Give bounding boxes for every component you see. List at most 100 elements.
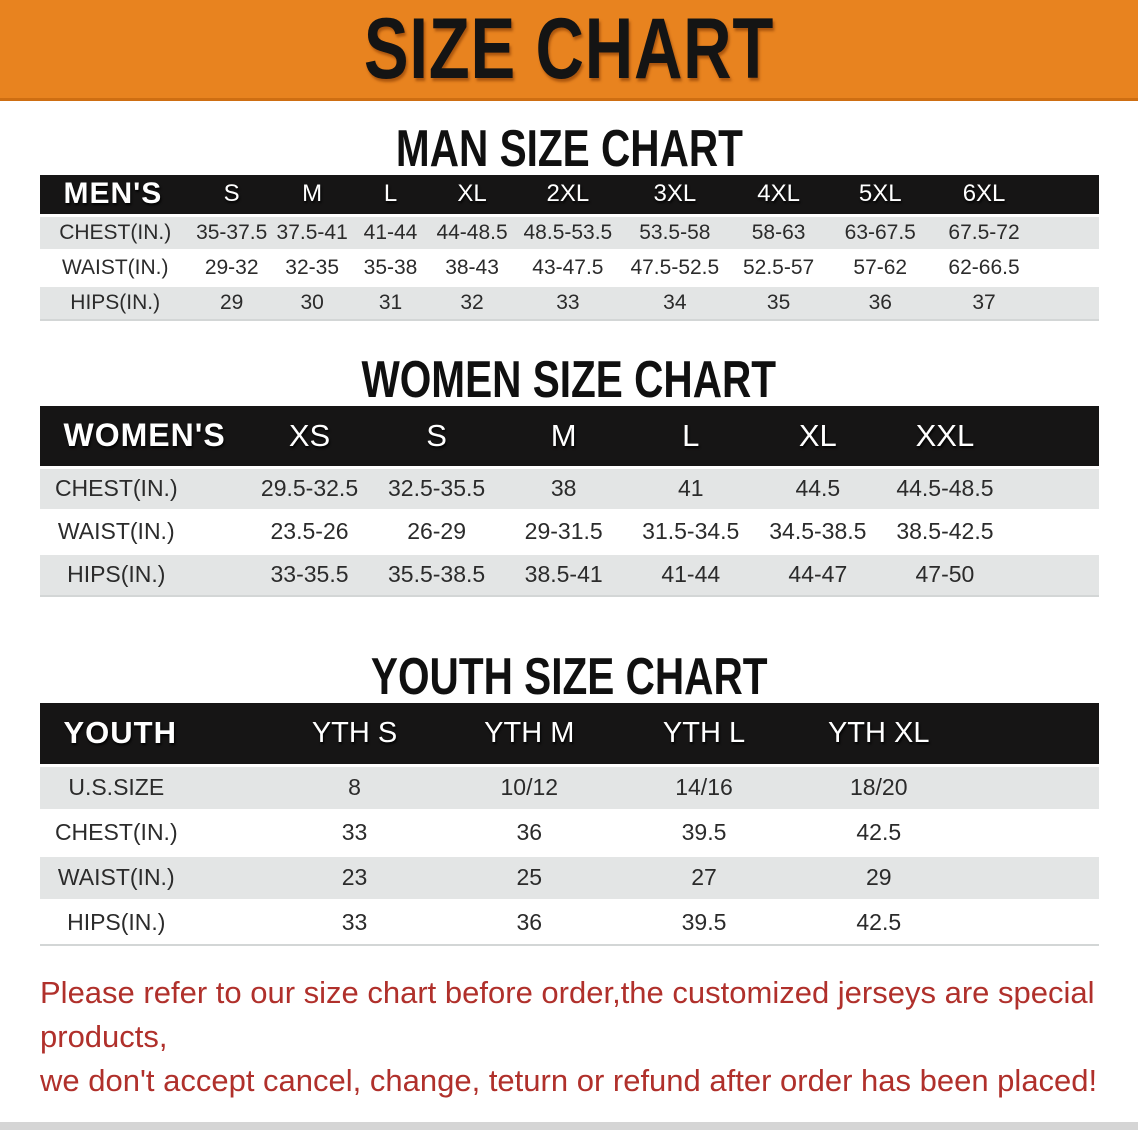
women-section-heading: WOMEN SIZE CHART	[0, 354, 1138, 406]
youth-table-label: YOUTH	[63, 715, 177, 751]
size-value: 35-38	[363, 255, 418, 279]
men-header-row: MEN'S S M L XL 2XL 3XL 4XL 5XL 6XL	[39, 175, 1099, 215]
row-label: U.S.SIZE	[68, 774, 165, 800]
spacer-cell	[193, 703, 267, 765]
disclaimer-text: Please refer to our size chart before or…	[40, 971, 1118, 1103]
women-waist-row: WAIST(IN.) 23.5-26 26-29 29-31.5 31.5-34…	[39, 510, 1099, 553]
women-col-header: XL	[798, 417, 837, 453]
men-col-header: M	[302, 180, 323, 208]
size-value: 25	[516, 864, 543, 890]
size-value: 29	[220, 290, 244, 314]
size-value: 35	[766, 290, 791, 314]
size-value: 58-63	[751, 220, 806, 244]
size-value: 23.5-26	[270, 518, 349, 544]
size-value: 10/12	[500, 774, 559, 800]
women-heading-text: WOMEN SIZE CHART	[361, 351, 777, 409]
spacer-cell	[966, 765, 1098, 810]
size-value: 33	[341, 819, 368, 845]
spacer-cell	[1008, 510, 1098, 553]
row-label: CHEST(IN.)	[54, 475, 178, 501]
size-value: 41	[677, 475, 704, 501]
size-value: 41-44	[363, 220, 418, 244]
men-size-table: MEN'S S M L XL 2XL 3XL 4XL 5XL 6XL CHEST…	[39, 175, 1099, 321]
women-chest-row: CHEST(IN.) 29.5-32.5 32.5-35.5 38 41 44.…	[39, 467, 1099, 510]
men-heading-text: MAN SIZE CHART	[395, 120, 743, 178]
men-table-label: MEN'S	[63, 177, 163, 211]
size-value: 38	[550, 475, 577, 501]
size-value: 44-47	[788, 561, 848, 588]
size-value: 14/16	[675, 774, 733, 800]
size-value: 33-35.5	[270, 561, 349, 588]
men-col-header: 4XL	[757, 180, 800, 208]
size-value: 34.5-38.5	[769, 518, 867, 544]
men-col-header: 2XL	[546, 180, 590, 208]
row-label: HIPS(IN.)	[67, 561, 166, 588]
spacer-cell	[193, 900, 267, 945]
size-value: 38.5-42.5	[896, 518, 994, 544]
row-label: WAIST(IN.)	[57, 864, 175, 890]
disclaimer-line-1: Please refer to our size chart before or…	[40, 975, 1095, 1055]
size-value: 39.5	[681, 909, 727, 936]
men-col-header: 6XL	[962, 180, 1006, 208]
disclaimer-line-2: we don't accept cancel, change, teturn o…	[40, 1063, 1098, 1099]
men-section-heading: MAN SIZE CHART	[0, 123, 1138, 175]
youth-col-header: YTH M	[484, 716, 575, 749]
size-value: 29	[865, 864, 892, 890]
size-value: 36	[868, 290, 892, 314]
men-col-header: L	[383, 180, 398, 208]
size-value: 47.5-52.5	[630, 255, 720, 279]
size-value: 41-44	[661, 561, 721, 588]
size-value: 32	[460, 290, 484, 314]
spacer-cell	[193, 553, 246, 596]
size-value: 42.5	[856, 819, 902, 845]
size-value: 37.5-41	[276, 220, 348, 244]
women-hips-row: HIPS(IN.) 33-35.5 35.5-38.5 38.5-41 41-4…	[39, 553, 1099, 596]
size-value: 32.5-35.5	[388, 475, 486, 501]
spacer-cell	[966, 900, 1098, 945]
women-col-header: L	[682, 417, 700, 453]
size-value: 62-66.5	[948, 255, 1020, 279]
size-value: 44.5	[795, 475, 841, 501]
banner-title: SIZE CHART	[363, 0, 775, 97]
size-value: 36	[516, 819, 543, 845]
spacer-cell	[1036, 215, 1099, 250]
size-value: 31	[378, 290, 403, 314]
spacer-cell	[1008, 406, 1098, 467]
spacer-cell	[1036, 175, 1099, 215]
spacer-cell	[193, 855, 267, 900]
size-value: 30	[300, 290, 324, 314]
men-col-header: XL	[457, 180, 487, 208]
size-value: 36	[516, 909, 543, 936]
size-value: 27	[691, 864, 717, 890]
spacer-cell	[1036, 250, 1099, 285]
size-value: 48.5-53.5	[523, 220, 613, 244]
youth-col-header: YTH XL	[827, 716, 930, 749]
women-col-header: S	[426, 417, 447, 453]
youth-header-row: YOUTH YTH S YTH M YTH L YTH XL	[39, 703, 1099, 765]
youth-col-header: YTH S	[311, 716, 398, 749]
size-value: 35-37.5	[196, 220, 268, 244]
youth-hips-row: HIPS(IN.) 33 36 39.5 42.5	[39, 900, 1099, 945]
spacer-cell	[966, 855, 1098, 900]
size-value: 29-32	[204, 255, 259, 279]
men-hips-row: HIPS(IN.) 29 30 31 32 33 34 35 36 37	[39, 285, 1099, 320]
spacer-cell	[193, 810, 267, 855]
row-label: HIPS(IN.)	[67, 909, 166, 936]
size-value: 34	[663, 290, 687, 314]
youth-size-table: YOUTH YTH S YTH M YTH L YTH XL U.S.SIZE …	[39, 703, 1099, 946]
size-value: 57-62	[853, 255, 908, 279]
youth-col-header: YTH L	[662, 716, 746, 749]
size-value: 31.5-34.5	[642, 518, 740, 544]
men-waist-row: WAIST(IN.) 29-32 32-35 35-38 38-43 43-47…	[39, 250, 1099, 285]
spacer-cell	[193, 467, 246, 510]
men-col-header: 3XL	[653, 180, 697, 208]
women-col-header: XXL	[915, 417, 975, 453]
size-value: 53.5-58	[639, 220, 711, 244]
size-value: 38.5-41	[524, 561, 603, 588]
women-col-header: M	[550, 417, 577, 453]
size-value: 43-47.5	[532, 255, 604, 279]
spacer-cell	[193, 765, 267, 810]
women-size-table: WOMEN'S XS S M L XL XXL CHEST(IN.) 29.5-…	[39, 406, 1099, 597]
size-value: 38-43	[445, 255, 499, 279]
size-value: 67.5-72	[948, 220, 1020, 244]
